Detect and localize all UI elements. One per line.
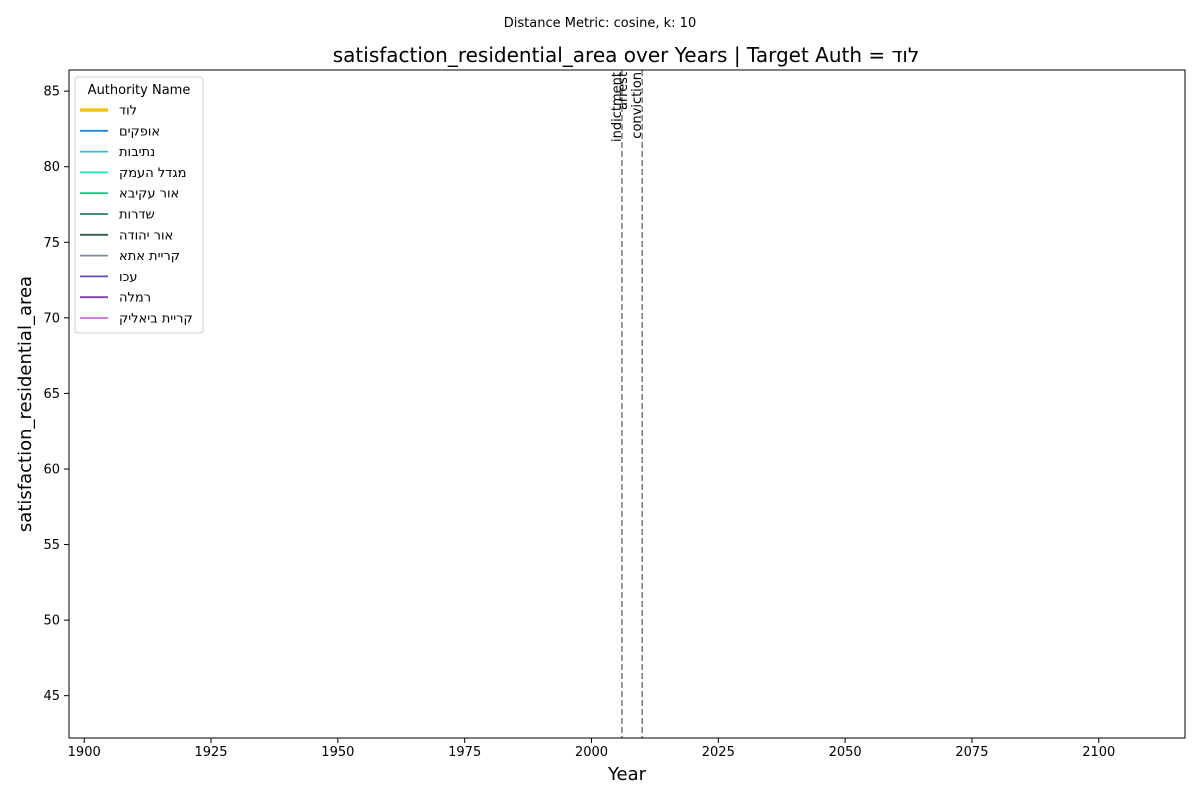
x-tick-label: 1950: [321, 745, 354, 760]
x-tick-label: 2000: [575, 745, 608, 760]
y-tick-label: 85: [43, 85, 60, 100]
y-tick-label: 70: [43, 311, 60, 326]
legend-label: אור עקיבא: [119, 187, 179, 202]
x-tick-label: 2050: [829, 745, 862, 760]
event-label: arrest: [616, 72, 631, 110]
y-axis-ticks: 45 50 55 60 65 70 75 80 85: [43, 85, 69, 704]
legend-label: אור יהודה: [119, 228, 173, 243]
legend-label: נתיבות: [119, 145, 155, 160]
event-label: indictment: [610, 72, 625, 142]
legend-items: לוד אופקים נתיבות מגדל העמק אור עקיבא שדרות או…: [80, 104, 193, 327]
y-tick-label: 65: [43, 387, 60, 402]
x-tick-label: 2025: [702, 745, 735, 760]
legend-label: קריית ביאליק: [119, 312, 193, 327]
chart-suptitle: Distance Metric: cosine, k: 10: [504, 16, 696, 31]
x-tick-label: 2075: [955, 745, 988, 760]
y-tick-label: 45: [43, 689, 60, 704]
legend-label: שדרות: [119, 208, 155, 223]
x-tick-label: 1900: [68, 745, 101, 760]
plot-area: [68, 69, 1186, 739]
legend-label: מגדל העמק: [119, 166, 187, 181]
x-tick-label: 1975: [448, 745, 481, 760]
y-tick-label: 50: [43, 614, 60, 629]
x-tick-label: 1925: [194, 745, 227, 760]
legend-title: Authority Name: [88, 83, 191, 98]
x-tick-label: 2100: [1082, 745, 1115, 760]
legend-label: רמלה: [119, 291, 151, 306]
y-tick-label: 80: [43, 160, 60, 175]
y-axis-label: satisfaction_residential_area: [15, 276, 36, 532]
y-tick-label: 55: [43, 538, 60, 553]
legend-label: אופקים: [119, 124, 160, 139]
event-label: conviction: [630, 72, 645, 139]
x-axis-label: Year: [607, 764, 647, 785]
legend-label: עכו: [119, 270, 138, 285]
y-tick-label: 60: [43, 462, 60, 477]
x-axis-ticks: 1900 1925 1950 1975 2000 2025 2050 2075 2100: [68, 738, 1115, 760]
y-tick-label: 75: [43, 236, 60, 251]
legend: Authority Name לוד אופקים נתיבות מגדל העמק א…: [74, 76, 204, 334]
legend-label: קריית אתא: [119, 249, 180, 264]
legend-frame: [74, 76, 204, 334]
legend-label: לוד: [119, 104, 137, 119]
chart-title: satisfaction_residential_area over Years…: [333, 43, 920, 67]
